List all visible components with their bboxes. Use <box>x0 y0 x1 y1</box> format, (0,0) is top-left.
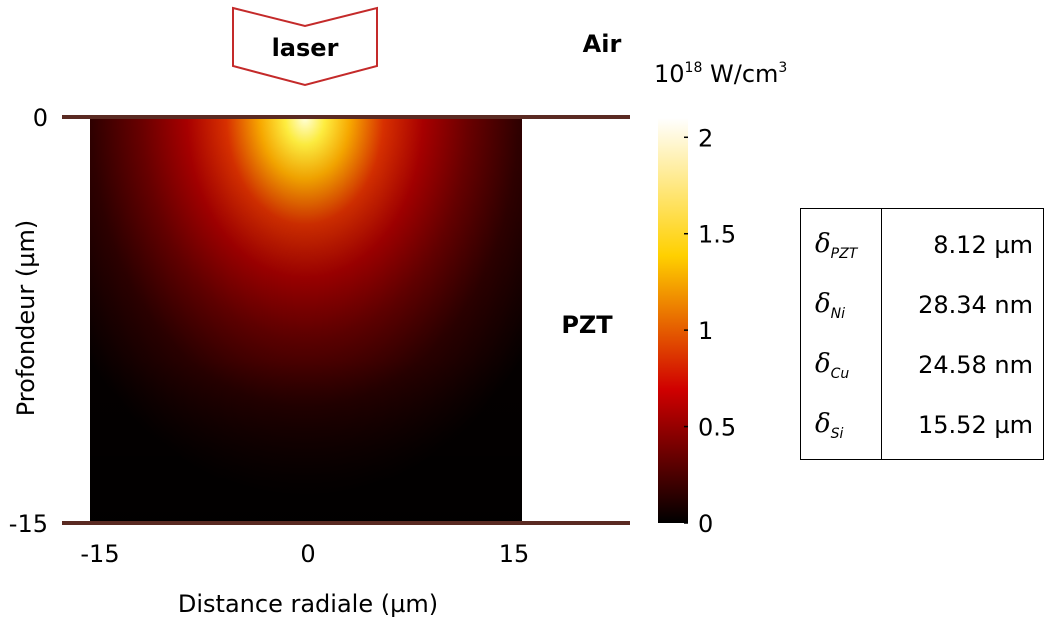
x-tick-right: 15 <box>499 540 530 568</box>
colorbar <box>658 118 688 523</box>
row-symbol: δCu <box>815 349 850 383</box>
table-divider <box>881 209 882 459</box>
table-row: δNi 28.34 nm <box>801 277 1043 335</box>
colorbar-tick-label: 0 <box>698 510 713 538</box>
row-symbol: δPZT <box>815 229 858 263</box>
x-tick-mid: 0 <box>300 540 315 568</box>
table-row: δPZT 8.12 µm <box>801 217 1043 275</box>
pzt-label: PZT <box>561 311 613 339</box>
penetration-depth-table: δPZT 8.12 µm δNi 28.34 nm δCu 24.58 nm δ… <box>800 208 1044 460</box>
y-axis-label: Profondeur (µm) <box>12 220 40 417</box>
laser-label: laser <box>272 34 339 62</box>
y-tick-bottom: -15 <box>9 510 48 538</box>
colorbar-tick-label: 1.5 <box>698 221 736 249</box>
laser-arrow-shape <box>232 6 378 87</box>
colorbar-tick-label: 0.5 <box>698 414 736 442</box>
x-axis-label: Distance radiale (µm) <box>178 590 438 618</box>
colorbar-tick-label: 1 <box>698 317 713 345</box>
x-tick-left: -15 <box>80 540 119 568</box>
row-value: 8.12 µm <box>933 231 1033 259</box>
table-row: δSi 15.52 µm <box>801 397 1043 455</box>
row-value: 15.52 µm <box>918 411 1033 439</box>
row-value: 28.34 nm <box>918 291 1033 319</box>
row-symbol: δNi <box>815 289 846 323</box>
y-tick-top: 0 <box>33 104 48 132</box>
row-symbol: δSi <box>815 409 844 443</box>
row-value: 24.58 nm <box>918 351 1033 379</box>
colorbar-ticks: 0 0.5 1 1.5 2 <box>684 124 736 538</box>
heatmap-fade <box>90 118 522 523</box>
colorbar-unit: 1018 W/cm3 <box>654 60 787 88</box>
colorbar-tick-label: 2 <box>698 124 713 152</box>
air-label: Air <box>583 30 622 58</box>
table-row: δCu 24.58 nm <box>801 337 1043 395</box>
